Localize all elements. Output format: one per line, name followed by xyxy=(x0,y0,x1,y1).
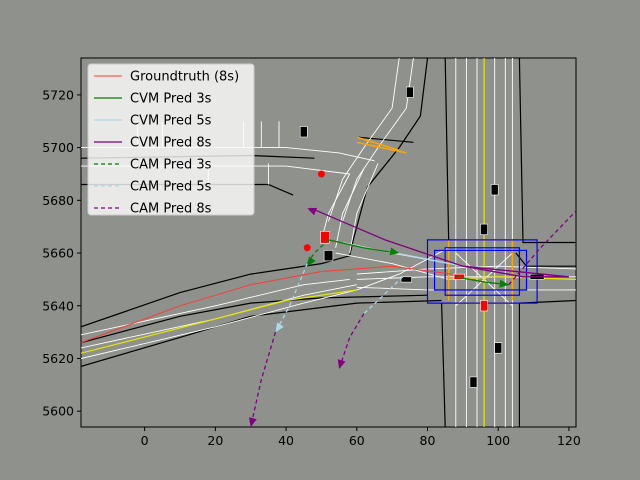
arrow-head xyxy=(389,247,400,256)
road-edge xyxy=(81,299,442,367)
series-cam_8s xyxy=(250,331,277,427)
arrow-head xyxy=(249,417,257,427)
vehicle xyxy=(405,86,414,98)
x-tick-label: 0 xyxy=(141,433,149,448)
vehicle xyxy=(490,184,499,196)
x-tick-label: 120 xyxy=(557,433,581,448)
legend-label: CAM Pred 3s xyxy=(130,158,212,173)
series-cam_8s_c xyxy=(338,313,365,370)
series-cvm_5s xyxy=(395,252,464,267)
vehicle xyxy=(323,250,334,262)
vehicle xyxy=(480,223,488,235)
lane-box xyxy=(433,249,528,291)
crosswalk xyxy=(356,136,400,152)
road-edge xyxy=(356,136,414,143)
x-tick-label: 20 xyxy=(207,433,223,448)
x-tick-label: 40 xyxy=(278,433,294,448)
center-line xyxy=(81,289,357,354)
road-edge xyxy=(444,58,450,243)
series-cvm_3s xyxy=(328,239,396,254)
vehicle xyxy=(400,276,412,283)
y-tick-label: 5620 xyxy=(42,351,74,366)
lane-line xyxy=(349,163,379,254)
y-tick-label: 5640 xyxy=(42,298,74,313)
legend-label: Groundtruth (8s) xyxy=(130,70,239,85)
x-tick-label: 60 xyxy=(349,433,365,448)
x-tick-label: 80 xyxy=(420,433,436,448)
legend-label: CAM Pred 8s xyxy=(130,202,212,217)
vehicle xyxy=(299,126,308,138)
arrow-head xyxy=(307,207,318,216)
y-tick-label: 5600 xyxy=(42,404,74,419)
y-tick-label: 5660 xyxy=(42,246,74,261)
y-tick-label: 5720 xyxy=(42,87,74,102)
arrow-head xyxy=(275,322,284,333)
lane-line xyxy=(328,58,400,222)
axes-layer: 0 20 40 60 80 100 120 5600 5620 5640 5660 5680 5700 5… xyxy=(42,87,581,448)
arrow-head xyxy=(337,359,346,369)
series-groundtruth xyxy=(81,265,453,344)
target-vehicle xyxy=(453,273,465,280)
legend-label: CAM Pred 5s xyxy=(130,180,212,195)
crosswalk xyxy=(356,141,407,154)
x-tick-label: 100 xyxy=(486,433,510,448)
road-edge xyxy=(441,303,446,427)
target-vehicle xyxy=(320,231,330,244)
road-edge xyxy=(518,58,576,244)
arrow-head xyxy=(307,256,316,267)
series-layer xyxy=(81,207,576,427)
target-point xyxy=(303,244,311,252)
vehicle xyxy=(494,342,503,354)
lane-line xyxy=(356,247,449,291)
series-cam_5s xyxy=(274,263,308,333)
lane-line xyxy=(81,289,357,359)
y-tick-label: 5680 xyxy=(42,193,74,208)
series-cam_8s_b xyxy=(508,210,576,286)
y-tick-label: 5700 xyxy=(42,140,74,155)
target-vehicle xyxy=(480,300,488,312)
target-point xyxy=(317,170,325,178)
legend-label: CVM Pred 8s xyxy=(130,136,212,151)
legend: Groundtruth (8s) CVM Pred 3s CVM Pred 5s CV… xyxy=(87,63,255,217)
legend-label: CVM Pred 5s xyxy=(130,114,212,129)
lane-line xyxy=(335,252,449,280)
legend-label: CVM Pred 3s xyxy=(130,92,212,107)
vehicle xyxy=(469,376,478,388)
series-cvm_8s xyxy=(310,207,569,278)
legend-box xyxy=(87,63,255,216)
lane-line xyxy=(335,168,365,248)
lane-line xyxy=(81,278,350,336)
road-edge xyxy=(81,58,429,328)
arrow-head xyxy=(499,279,509,288)
road-edge xyxy=(81,294,428,344)
